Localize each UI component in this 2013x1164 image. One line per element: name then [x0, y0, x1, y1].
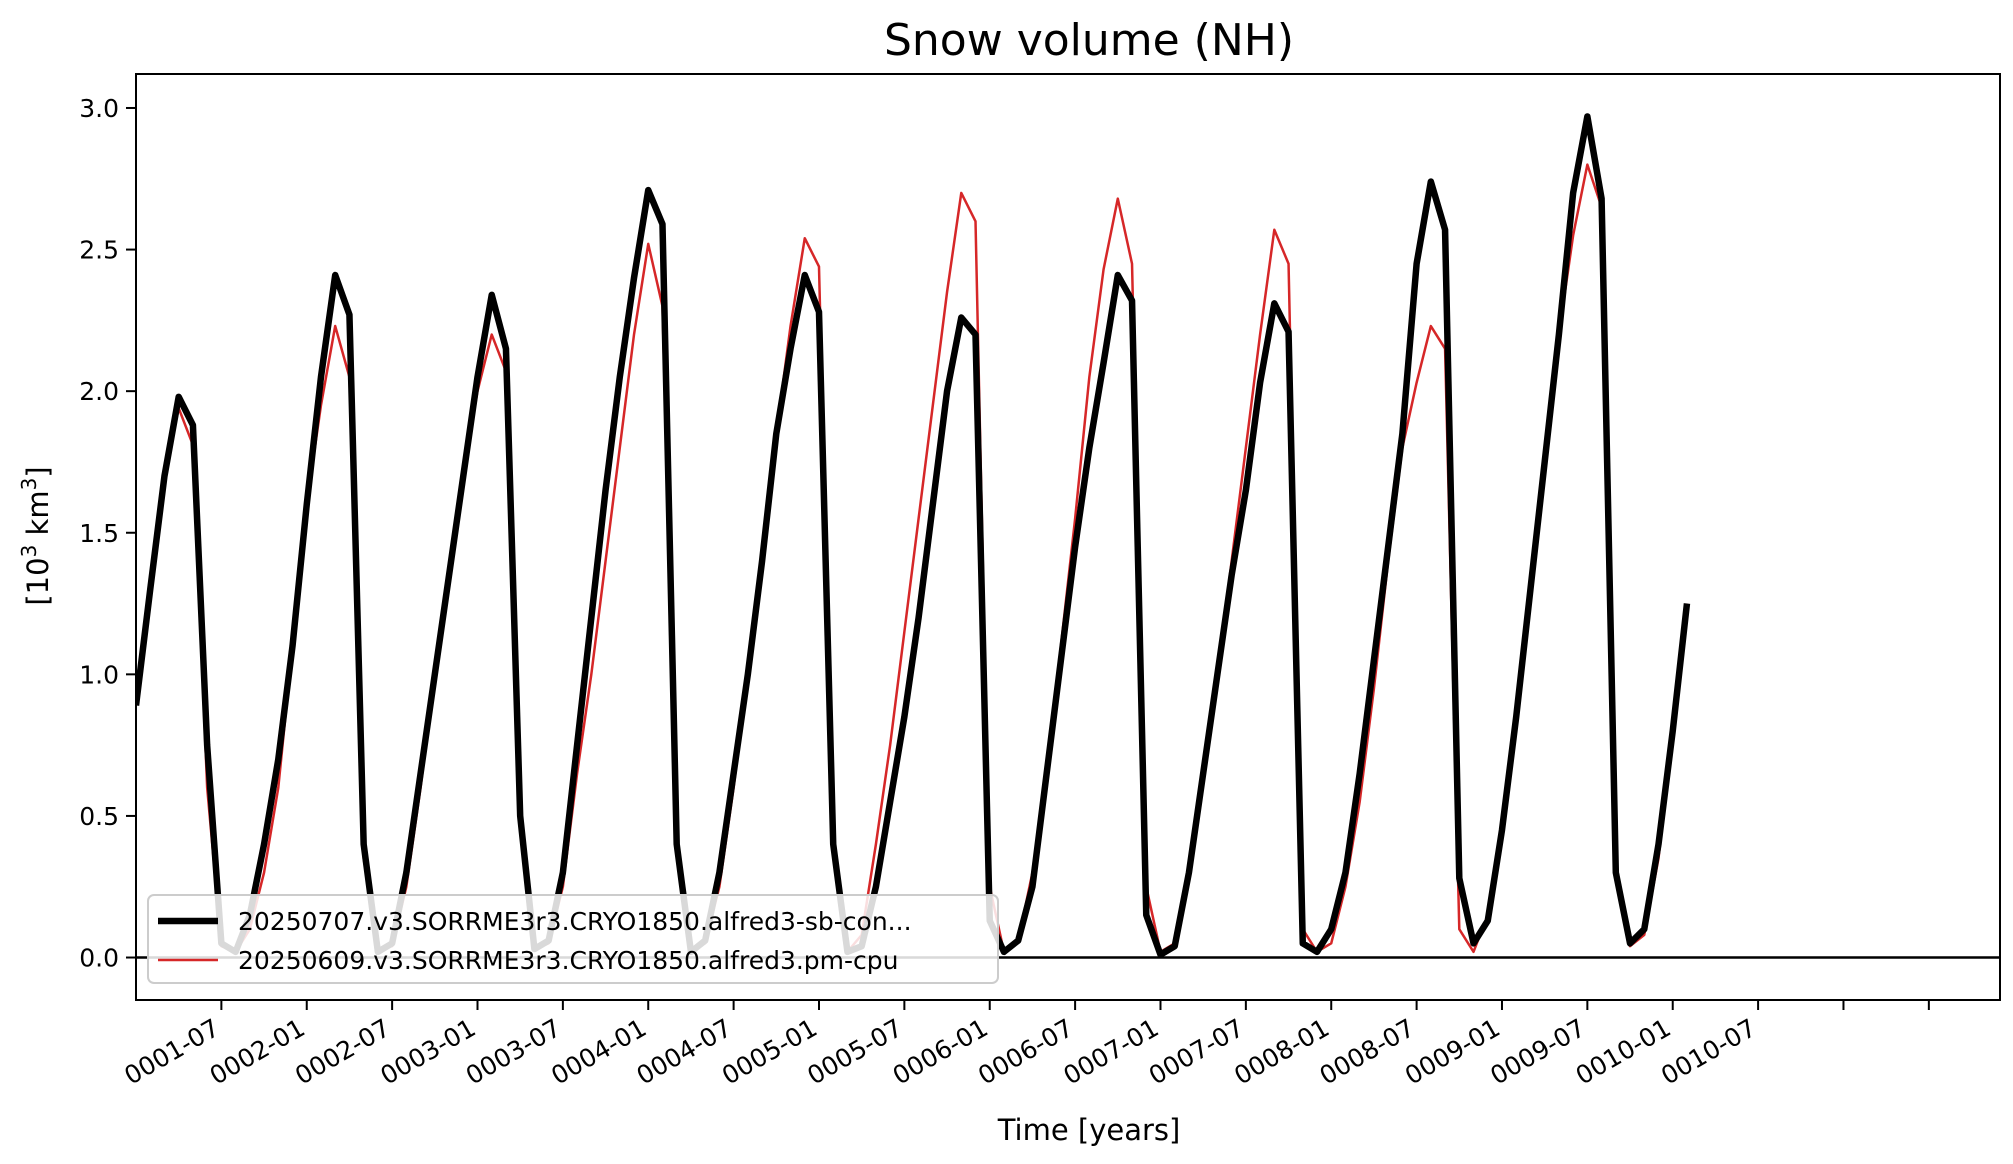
- x-tick-label: 0002-01: [205, 1013, 310, 1090]
- x-tick-label: 0010-01: [1571, 1013, 1676, 1090]
- y-tick-label: 0.5: [79, 802, 119, 831]
- y-axis-label-exp2: 3: [17, 478, 41, 491]
- legend-label: 20250707.v3.SORRME3r3.CRYO1850.alfred3-s…: [238, 907, 912, 936]
- series-line-1: [136, 113, 1691, 958]
- y-tick-label: 2.0: [79, 377, 119, 406]
- x-tick-label: 0008-01: [1229, 1013, 1334, 1090]
- x-tick-label: 0007-07: [1144, 1013, 1249, 1090]
- y-tick-label: 1.5: [79, 519, 119, 548]
- y-tick-label: 1.0: [79, 660, 119, 689]
- x-tick-label: 0001-07: [119, 1013, 224, 1090]
- x-tick-label: 0006-07: [973, 1013, 1078, 1090]
- x-axis-label: Time [years]: [997, 1113, 1181, 1147]
- x-tick-label: 0008-07: [1315, 1013, 1420, 1090]
- x-tick-label: 0009-01: [1400, 1013, 1505, 1090]
- y-axis-label-base: [10: [21, 557, 55, 605]
- x-tick-label: 0003-07: [461, 1013, 566, 1090]
- y-tick-label: 2.5: [79, 236, 119, 265]
- x-tick-label: 0003-01: [376, 1013, 481, 1090]
- legend-box: [147, 894, 999, 984]
- x-tick-label: 0006-01: [888, 1013, 993, 1090]
- plot-frame: [135, 73, 2001, 1001]
- y-axis-label-mid: km: [21, 490, 55, 544]
- x-axis: 0001-070002-010002-070003-010003-070004-…: [119, 1000, 1930, 1090]
- y-axis-label-exp1: 3: [17, 545, 41, 558]
- x-tick-label: 0009-07: [1485, 1013, 1590, 1090]
- plot-area: [135, 73, 2001, 1001]
- x-tick-label: 0005-07: [802, 1013, 907, 1090]
- y-tick-label: 0.0: [79, 944, 119, 973]
- x-tick-label: 0005-01: [717, 1013, 822, 1090]
- y-axis: 0.0 0.5 1.0 1.5 2.0 2.5 3.0: [79, 94, 136, 973]
- x-tick-label: 0004-01: [546, 1013, 651, 1090]
- x-tick-label: 0002-07: [290, 1013, 395, 1090]
- chart-title: Snow volume (NH): [884, 15, 1294, 66]
- legend-label: 20250609.v3.SORRME3r3.CRYO1850.alfred3.p…: [238, 946, 899, 975]
- y-tick-label: 3.0: [79, 94, 119, 123]
- y-axis-label: [103 km3]: [17, 466, 55, 605]
- y-axis-label-end: ]: [21, 466, 55, 477]
- x-tick-label: 0010-07: [1656, 1013, 1761, 1090]
- legend: 20250707.v3.SORRME3r3.CRYO1850.alfred3-s…: [147, 894, 999, 984]
- x-tick-label: 0007-01: [1059, 1013, 1164, 1090]
- x-tick-label: 0004-07: [632, 1013, 737, 1090]
